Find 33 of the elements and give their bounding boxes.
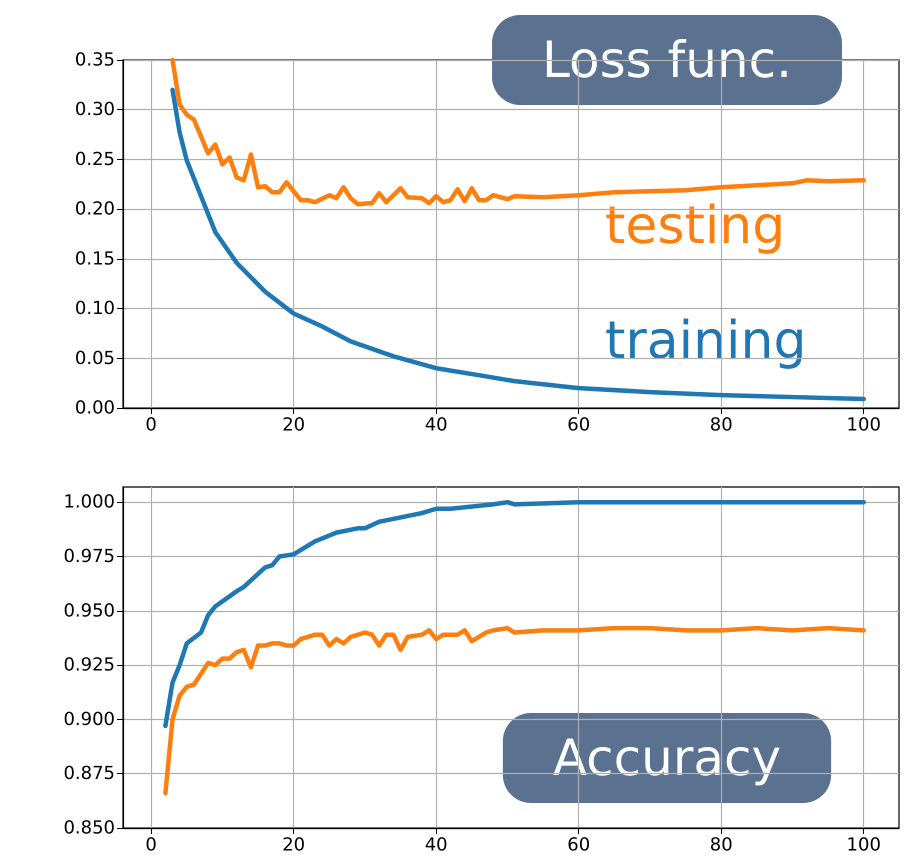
x-tick-label: 100 — [846, 414, 881, 436]
y-tick-label: 1.000 — [63, 492, 115, 513]
y-tick-label: 0.25 — [74, 148, 115, 170]
line-series — [170, 88, 866, 402]
y-tick-label: 0.10 — [74, 298, 115, 320]
x-tick-label: 0 — [145, 834, 157, 856]
x-tick-label: 40 — [424, 414, 448, 436]
x-tick-label: 100 — [846, 834, 881, 856]
x-tick-label: 60 — [567, 414, 590, 436]
y-tick-label: 0.30 — [74, 99, 115, 120]
y-tick-label: 0.875 — [63, 763, 115, 784]
line-series — [163, 500, 866, 728]
x-tick-label: 0 — [145, 414, 157, 436]
y-tick-label: 0.15 — [74, 248, 115, 270]
x-tick-label: 60 — [567, 834, 590, 856]
x-tick-label: 40 — [424, 834, 448, 856]
x-tick-label: 20 — [282, 414, 306, 436]
y-tick-label: 0.975 — [63, 546, 115, 568]
x-tick-label: 80 — [710, 414, 733, 436]
x-tick-label: 20 — [282, 834, 306, 856]
x-tick-label: 80 — [710, 834, 733, 856]
y-tick-label: 0.950 — [63, 600, 115, 622]
y-tick-label: 0.20 — [74, 198, 115, 220]
y-tick-label: 0.00 — [74, 398, 115, 418]
annotation: Loss func. — [542, 31, 792, 89]
series-label: training — [605, 311, 806, 371]
series-label: testing — [605, 196, 786, 256]
line-series — [163, 626, 866, 796]
y-tick-label: 0.850 — [63, 818, 115, 838]
y-tick-label: 0.35 — [74, 50, 115, 70]
y-tick-label: 0.900 — [63, 708, 115, 730]
y-tick-label: 0.05 — [74, 348, 115, 369]
y-tick-label: 0.925 — [63, 654, 115, 676]
